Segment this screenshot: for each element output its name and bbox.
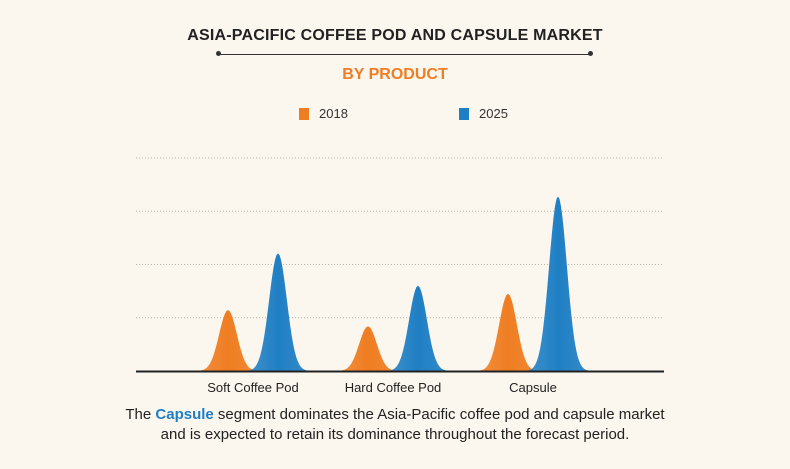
- peak-2025-hard-coffee-pod: [388, 285, 448, 371]
- chart-caption: The Capsule segment dominates the Asia-P…: [0, 405, 790, 445]
- x-tick-label: Capsule: [509, 380, 557, 395]
- chart-title: ASIA-PACIFIC COFFEE POD AND CAPSULE MARK…: [187, 27, 603, 44]
- legend-swatch-2018: [299, 107, 309, 120]
- legend-item-2018: 2018: [299, 106, 348, 121]
- title-underline: [218, 54, 590, 55]
- caption-line2: and is expected to retain its dominance …: [160, 426, 630, 443]
- legend-label-2025: 2025: [479, 106, 508, 121]
- peak-2018-soft-coffee-pod: [198, 310, 258, 371]
- title-underline-right-dot: [588, 51, 593, 56]
- caption-line1-rest: segment dominates the Asia-Pacific coffe…: [213, 406, 665, 423]
- x-tick-label: Soft Coffee Pod: [207, 380, 299, 395]
- caption-prefix: The: [125, 406, 156, 423]
- x-tick-label: Hard Coffee Pod: [345, 380, 442, 395]
- peak-2025-capsule: [528, 196, 588, 371]
- caption-highlight: Capsule: [155, 406, 214, 423]
- peak-2018-capsule: [478, 293, 538, 371]
- title-underline-left-dot: [216, 51, 221, 56]
- peak-2025-soft-coffee-pod: [248, 253, 308, 371]
- chart-subtitle: BY PRODUCT: [342, 66, 448, 83]
- legend-label-2018: 2018: [319, 106, 348, 121]
- legend-swatch-2025: [459, 107, 469, 120]
- legend-item-2025: 2025: [459, 106, 508, 121]
- peak-2018-hard-coffee-pod: [338, 326, 398, 371]
